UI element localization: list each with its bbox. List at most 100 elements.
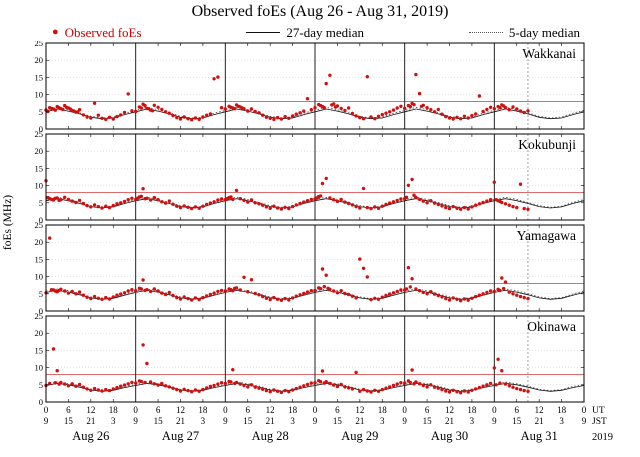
jst-tick-label: 15 (154, 416, 164, 426)
legend-observed: ● Observed foEs (52, 25, 142, 41)
legend-median5-label: 5-day median (508, 24, 580, 40)
ut-tick-label: 0 (133, 405, 138, 415)
jst-tick-label: 3 (380, 416, 385, 426)
ut-tick-label: 6 (156, 405, 161, 415)
legend-median5: 5-day median (468, 24, 580, 41)
solid-line-icon (246, 32, 281, 33)
median27-line (45, 382, 585, 392)
day-label: Aug 26 (72, 429, 109, 443)
y-tick-label: 10 (35, 90, 44, 100)
observed-dot-icon: ● (52, 26, 59, 38)
jst-tick-label: 9 (44, 416, 49, 426)
station-label: Wakkanai (522, 46, 576, 61)
chart-title: Observed foEs (Aug 26 - Aug 31, 2019) (191, 3, 449, 20)
day-label: Aug 27 (162, 429, 199, 443)
day-label: Aug 28 (252, 429, 289, 443)
y-tick-label: 0 (39, 124, 43, 134)
y-tick-label: 25 (35, 311, 44, 321)
jst-tick-label: 3 (201, 416, 206, 426)
jst-tick-label: 3 (559, 416, 564, 426)
y-tick-label: 5 (39, 107, 43, 117)
y-tick-label: 25 (35, 129, 44, 139)
observed-points (44, 72, 530, 122)
y-tick-label: 20 (35, 328, 44, 338)
y-axis-title: foEs (MHz) (2, 195, 14, 250)
jst-tick-label: 15 (243, 416, 253, 426)
jst-tick-label: 21 (355, 416, 364, 426)
y-tick-label: 15 (35, 345, 44, 355)
observed-points (44, 236, 530, 303)
station-label: Kokubunji (518, 137, 576, 152)
jst-tick-label: 9 (492, 416, 497, 426)
observed-points (44, 343, 530, 395)
jst-tick-label: 15 (64, 416, 74, 426)
y-tick-label: 10 (35, 363, 44, 373)
ut-tick-label: 0 (582, 405, 587, 415)
year-label: 2019 (592, 432, 613, 443)
ut-tick-label: 6 (425, 405, 430, 415)
panel-yamagawa: 0 5 10 15 20 25 Yamagawa (35, 220, 585, 316)
jst-tick-label: 21 (266, 416, 275, 426)
ut-tick-label: 18 (378, 405, 388, 415)
y-tick-label: 0 (39, 215, 43, 225)
jst-tick-label: 15 (333, 416, 343, 426)
ut-tick-label: 6 (246, 405, 251, 415)
panel-frame (45, 315, 585, 403)
ut-tick-label: 6 (335, 405, 340, 415)
panel-frame (45, 224, 585, 312)
y-tick-label: 10 (35, 272, 44, 282)
jst-tick-label: 9 (313, 416, 318, 426)
observed-points (44, 176, 530, 211)
jst-tick-label: 15 (423, 416, 433, 426)
ut-tick-label: 18 (288, 405, 298, 415)
legend-median27-label: 27-day median (286, 24, 365, 40)
legend-median27: 27-day median (246, 25, 364, 41)
y-tick-label: 10 (35, 181, 44, 191)
y-tick-label: 0 (39, 397, 43, 407)
jst-tick-label: 9 (402, 416, 407, 426)
ut-tick-label: 0 (313, 405, 318, 415)
ut-tick-label: 18 (109, 405, 119, 415)
ut-tick-label: 12 (86, 405, 95, 415)
dotted-line-icon (468, 32, 503, 33)
day-label: Aug 29 (341, 429, 378, 443)
y-tick-label: 15 (35, 72, 44, 82)
jst-tick-label: 9 (582, 416, 587, 426)
legend-observed-label: Observed foEs (64, 24, 142, 40)
ut-caption: UT (592, 406, 605, 416)
jst-tick-label: 9 (223, 416, 228, 426)
ut-tick-label: 12 (445, 405, 454, 415)
y-tick-label: 0 (39, 306, 43, 316)
day-label: Aug 30 (431, 429, 468, 443)
ut-tick-label: 18 (198, 405, 208, 415)
panel-wakkanai: 0 5 10 15 20 25 Wakkanai (35, 41, 585, 134)
y-tick-label: 25 (35, 41, 44, 48)
station-label: Yamagawa (517, 228, 576, 243)
y-tick-label: 5 (39, 380, 43, 390)
y-tick-label: 20 (35, 146, 44, 156)
jst-tick-label: 21 (445, 416, 454, 426)
ut-tick-label: 18 (467, 405, 477, 415)
chart-legend: ● Observed foEs 27-day median 5-day medi… (52, 24, 580, 41)
ut-tick-label: 0 (223, 405, 228, 415)
ut-tick-label: 6 (515, 405, 520, 415)
jst-tick-label: 9 (133, 416, 138, 426)
y-tick-label: 5 (39, 289, 43, 299)
jst-tick-label: 21 (86, 416, 95, 426)
ut-tick-label: 0 (492, 405, 497, 415)
panel-frame (45, 42, 585, 130)
y-tick-label: 20 (35, 237, 44, 247)
y-tick-label: 5 (39, 198, 43, 208)
y-tick-label: 15 (35, 163, 44, 173)
ut-tick-label: 12 (176, 405, 185, 415)
jst-tick-label: 3 (111, 416, 116, 426)
y-tick-label: 15 (35, 254, 44, 264)
ut-tick-label: 6 (66, 405, 71, 415)
jst-tick-label: 21 (176, 416, 185, 426)
ut-tick-label: 0 (402, 405, 407, 415)
panel-frame (45, 133, 585, 221)
ut-tick-label: 12 (266, 405, 275, 415)
ut-tick-label: 18 (557, 405, 567, 415)
y-tick-label: 25 (35, 220, 44, 230)
